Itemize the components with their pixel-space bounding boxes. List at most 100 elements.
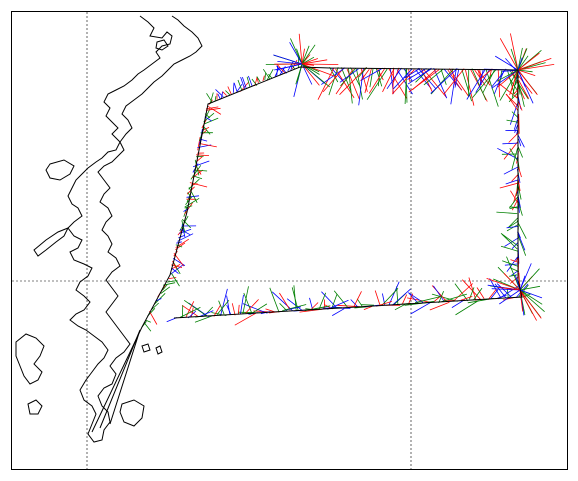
current-vector (517, 69, 534, 104)
current-vector (497, 69, 519, 88)
current-vector (240, 76, 245, 89)
current-vector (517, 69, 536, 76)
current-vector (509, 148, 519, 162)
current-vector (301, 58, 319, 65)
current-vector (227, 86, 232, 95)
current-vector (149, 311, 158, 325)
current-vector (494, 70, 505, 95)
current-vector (269, 287, 280, 313)
current-vector (519, 289, 537, 321)
current-vector (403, 68, 413, 82)
current-vector (196, 155, 204, 158)
current-vector (290, 65, 293, 71)
current-vector (472, 68, 497, 98)
current-vector (262, 75, 265, 82)
current-vector (519, 289, 542, 319)
current-vector (143, 322, 152, 332)
current-vector (205, 106, 219, 110)
current-vector (480, 68, 493, 80)
coastline-island-north (155, 39, 169, 51)
current-vector (162, 284, 168, 291)
current-vector (433, 285, 445, 302)
current-vector (511, 200, 518, 211)
current-vector (423, 68, 444, 86)
current-vector (431, 293, 458, 302)
current-vector (504, 263, 519, 266)
current-vector (366, 68, 388, 100)
current-vector (454, 283, 469, 302)
current-vector (209, 92, 214, 105)
current-vector (423, 69, 447, 98)
current-vector (336, 304, 360, 308)
coastline-island-southwest (15, 333, 45, 385)
current-vector (514, 124, 518, 133)
current-vector (517, 134, 525, 148)
current-vector (339, 68, 359, 83)
current-vector (476, 287, 485, 299)
current-vector (340, 68, 357, 87)
current-vector (507, 217, 519, 229)
current-vector (473, 287, 483, 301)
current-vector (301, 56, 315, 65)
transit-line (99, 329, 141, 429)
current-vector (231, 303, 236, 316)
current-vector (339, 67, 367, 95)
current-vector (517, 58, 552, 71)
current-vector (491, 69, 519, 89)
current-vector (203, 306, 214, 317)
current-vector (388, 281, 400, 305)
current-vector (237, 304, 240, 315)
current-vector (181, 304, 198, 317)
current-vector (517, 52, 540, 71)
current-vector (506, 226, 518, 229)
current-vector (519, 289, 543, 305)
current-vector (273, 54, 303, 65)
current-vector (356, 298, 363, 307)
graticule (12, 12, 567, 469)
current-vector (360, 69, 370, 82)
current-vector (322, 68, 344, 93)
current-vector (407, 293, 414, 305)
coastline (15, 15, 203, 443)
current-vector (274, 63, 303, 71)
current-vector (508, 76, 518, 91)
current-vector (522, 293, 532, 298)
current-vector (254, 76, 258, 87)
current-vector (518, 80, 529, 99)
current-vector (276, 65, 283, 74)
current-vector (368, 67, 386, 94)
current-vector (500, 245, 519, 252)
current-vector (225, 90, 230, 95)
current-vector (328, 67, 339, 96)
current-vector (184, 202, 193, 215)
current-vector (511, 174, 519, 182)
current-vector (232, 82, 235, 93)
current-vector (451, 68, 456, 86)
current-vector (487, 288, 498, 300)
current-vector (222, 91, 227, 96)
current-vector (301, 63, 315, 66)
coastline-island-west (45, 159, 75, 181)
survey-track (91, 66, 523, 433)
current-vector (513, 188, 519, 203)
current-vector (279, 292, 291, 311)
current-vector (243, 292, 252, 313)
current-vector (511, 69, 519, 98)
current-vector (264, 73, 266, 81)
current-vector (266, 69, 274, 81)
current-vector (502, 142, 518, 145)
current-vector (181, 223, 186, 238)
current-vector (310, 302, 319, 310)
current-vector (509, 206, 519, 209)
current-vector (517, 57, 523, 71)
current-vector (213, 305, 221, 317)
current-vector (234, 312, 257, 326)
current-vector (256, 76, 259, 84)
current-vector (509, 276, 519, 284)
current-vector (460, 296, 473, 301)
current-vector (404, 67, 421, 79)
current-vector (489, 278, 502, 299)
current-vector (420, 68, 433, 92)
current-vector (207, 105, 222, 115)
coastline-mainland (67, 15, 203, 443)
